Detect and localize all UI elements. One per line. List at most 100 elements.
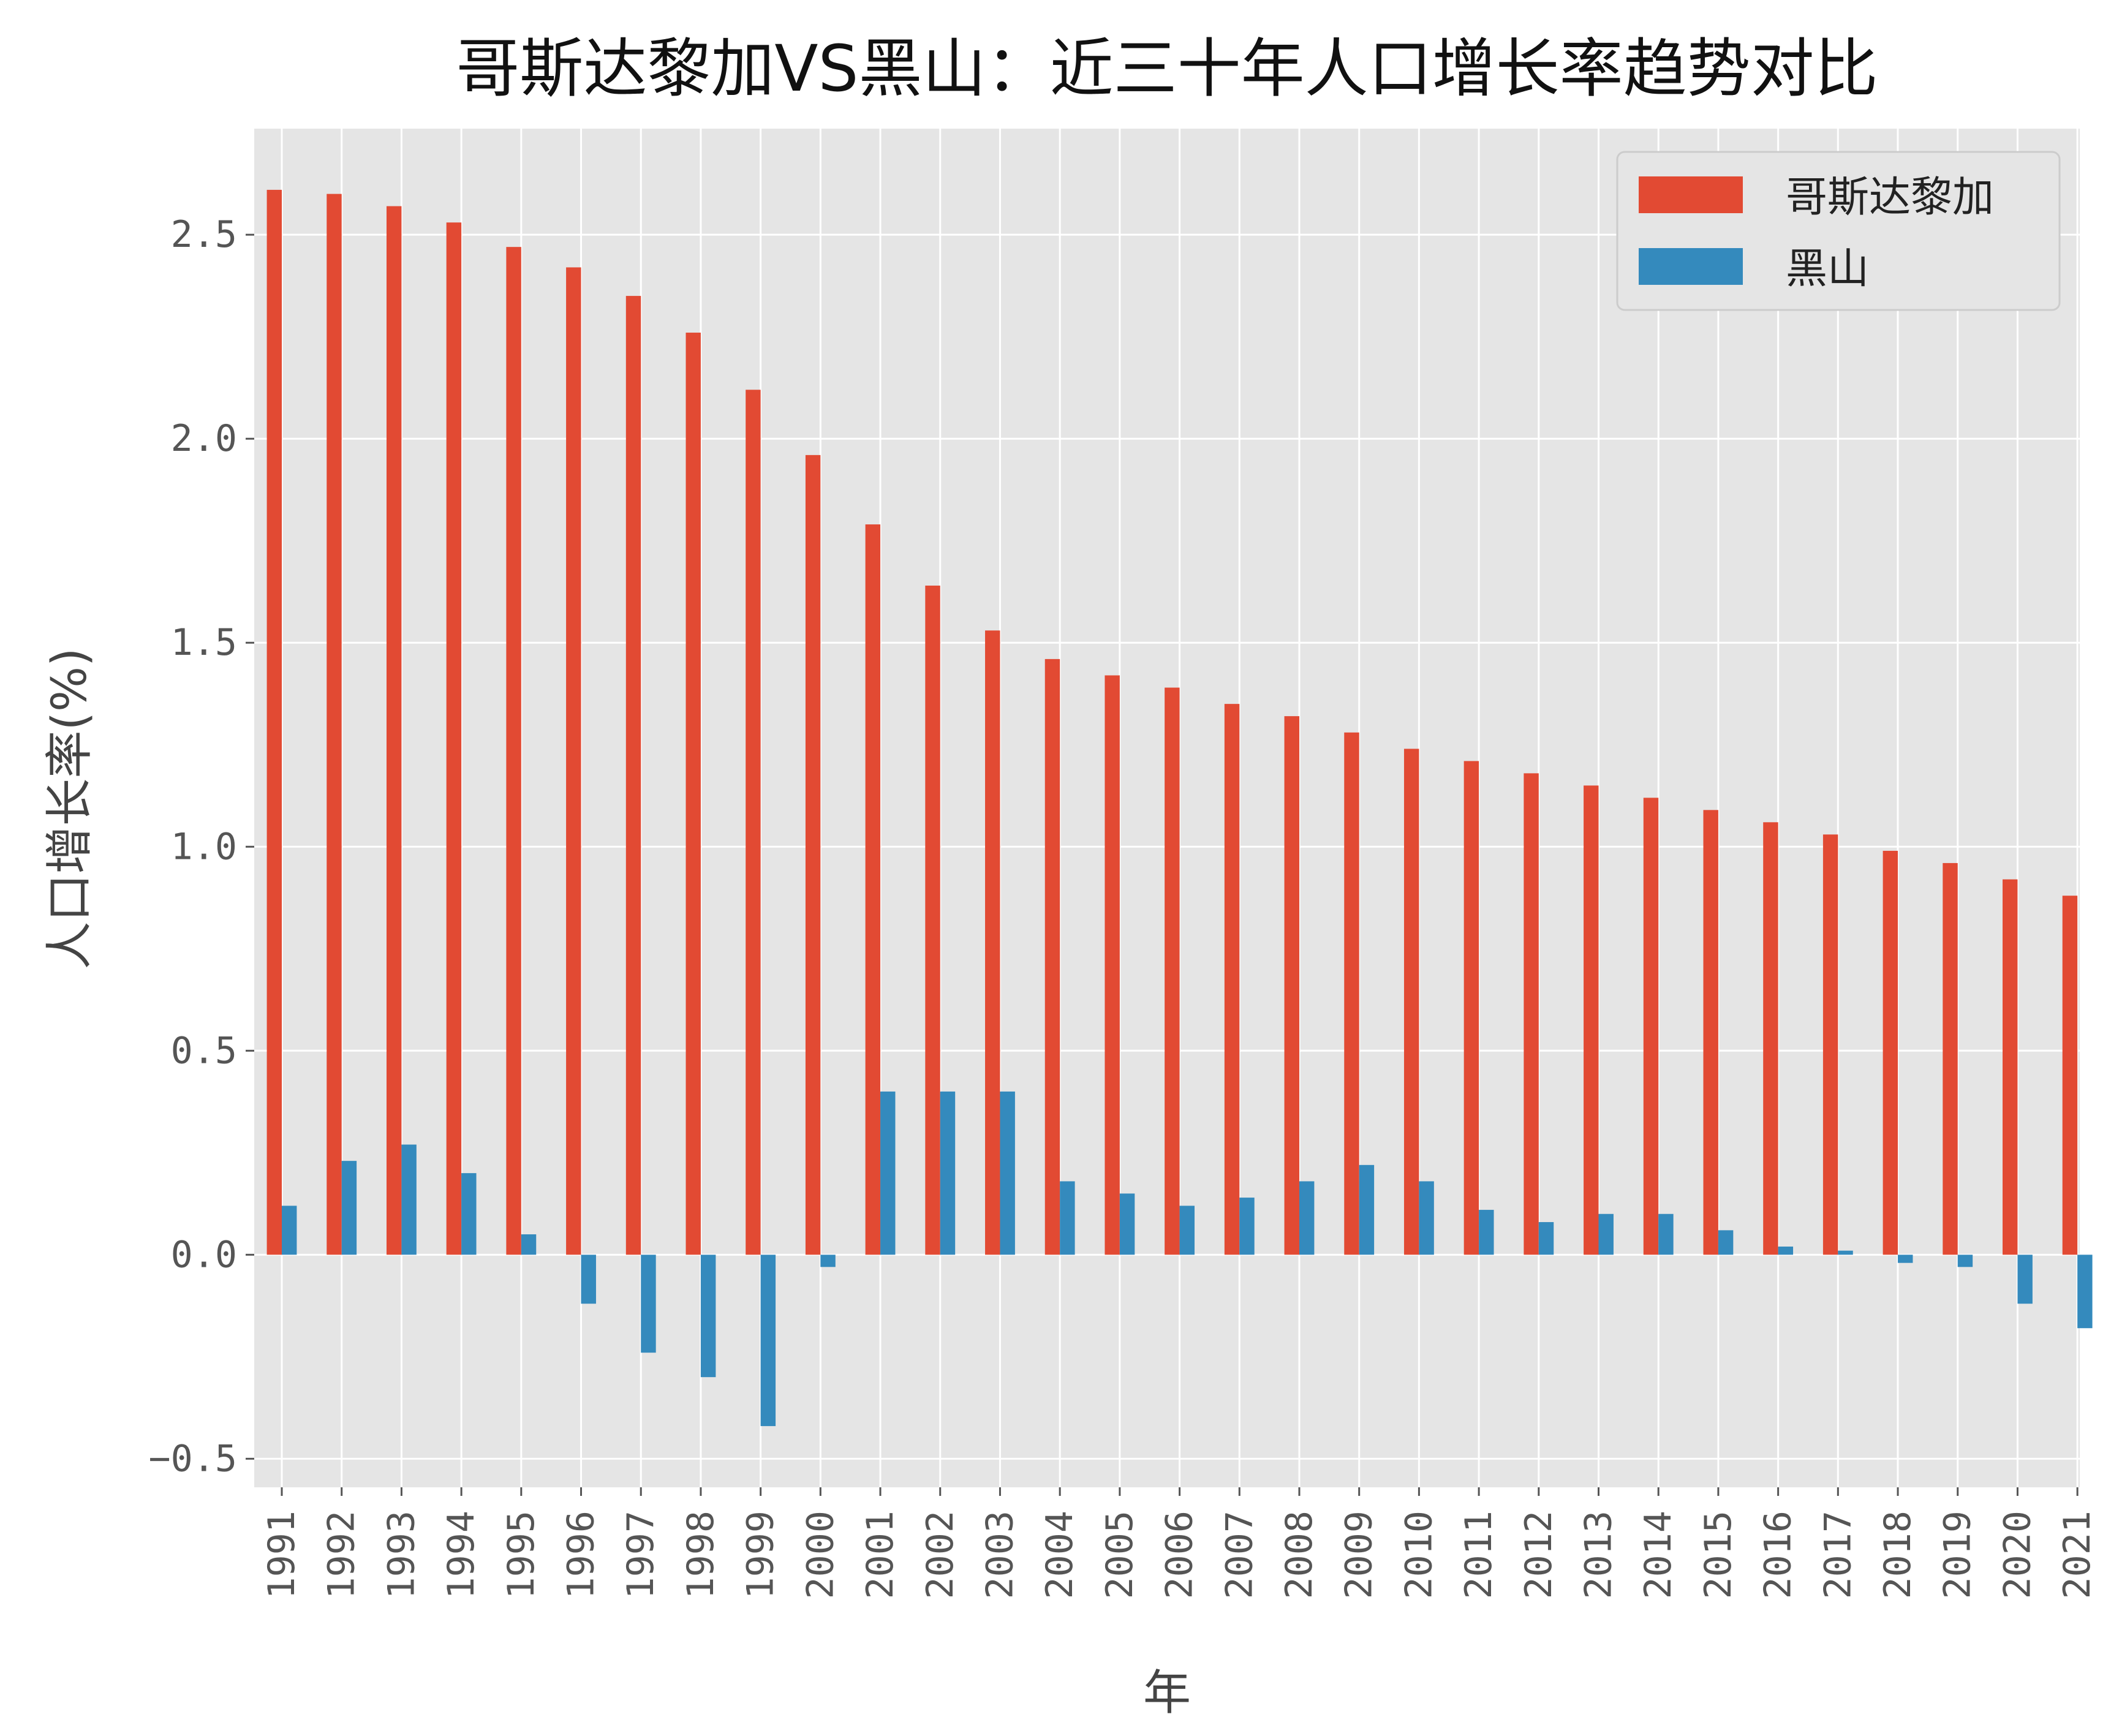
x-tick-label: 2017 [1816, 1511, 1859, 1599]
bar-costa-rica [1643, 798, 1659, 1255]
bar-costa-rica [925, 585, 940, 1255]
x-tick-label: 1997 [619, 1511, 662, 1599]
bar-montenegro [1119, 1193, 1135, 1255]
y-ticks: −0.5 0.0 0.5 1.0 1.5 2.0 2.5 [149, 213, 254, 1480]
bar-montenegro [1060, 1181, 1075, 1255]
bar-montenegro [1838, 1250, 1853, 1255]
bar-montenegro [1419, 1181, 1434, 1255]
bar-montenegro [1000, 1091, 1015, 1255]
bar-costa-rica [1883, 850, 1898, 1255]
bar-costa-rica [506, 247, 521, 1255]
y-tick-label: 2.0 [171, 417, 237, 460]
bar-montenegro [2077, 1255, 2093, 1329]
bar-costa-rica [446, 222, 462, 1255]
x-tick-label: 2007 [1218, 1511, 1261, 1599]
bar-montenegro [2017, 1255, 2033, 1304]
bar-montenegro [401, 1144, 417, 1255]
bar-costa-rica [566, 267, 581, 1255]
bar-costa-rica [1105, 675, 1120, 1255]
x-tick-label: 1996 [560, 1511, 603, 1599]
bar-montenegro [1778, 1247, 1794, 1255]
bar-montenegro [700, 1255, 716, 1378]
bar-costa-rica [1044, 659, 1060, 1255]
x-tick-label: 2000 [799, 1511, 842, 1599]
x-tick-label: 2004 [1038, 1511, 1081, 1599]
bar-montenegro [1239, 1198, 1255, 1255]
x-tick-label: 2019 [1936, 1511, 1979, 1599]
bar-costa-rica [1822, 834, 1838, 1255]
x-tick-label: 2013 [1577, 1511, 1620, 1599]
y-tick-label: −0.5 [149, 1437, 238, 1480]
x-tick-label: 2021 [2056, 1511, 2099, 1599]
x-tick-label: 2020 [1996, 1511, 2039, 1599]
legend: 哥斯达黎加 黑山 [1616, 151, 2061, 311]
x-tick-label: 2008 [1278, 1511, 1321, 1599]
bar-costa-rica [625, 296, 641, 1255]
x-tick-label: 2014 [1637, 1511, 1680, 1599]
x-tick-label: 2003 [978, 1511, 1021, 1599]
bar-costa-rica [1224, 704, 1240, 1255]
x-tick-label: 2016 [1757, 1511, 1800, 1599]
x-tick-label: 1999 [739, 1511, 782, 1599]
bar-costa-rica [327, 194, 342, 1255]
bar-montenegro [282, 1206, 297, 1255]
x-tick-label: 2005 [1098, 1511, 1141, 1599]
y-axis-label: 人口增长率(%) [42, 648, 97, 970]
bar-montenegro [760, 1255, 776, 1427]
x-tick-label: 1993 [380, 1511, 423, 1599]
bar-montenegro [581, 1255, 596, 1304]
x-tick-label: 2006 [1158, 1511, 1201, 1599]
bar-montenegro [461, 1173, 477, 1255]
y-tick-label: 0.0 [171, 1233, 237, 1276]
bar-costa-rica [386, 206, 402, 1255]
x-tick-label: 2015 [1697, 1511, 1740, 1599]
bar-costa-rica [805, 455, 821, 1255]
bar-montenegro [1538, 1222, 1554, 1255]
bar-costa-rica [1943, 862, 1958, 1255]
legend-swatch-montenegro [1639, 248, 1743, 285]
x-tick-label: 1995 [500, 1511, 543, 1599]
bar-montenegro [1179, 1206, 1195, 1255]
bar-montenegro [641, 1255, 656, 1353]
bar-montenegro [880, 1091, 896, 1255]
x-tick-label: 2002 [919, 1511, 962, 1599]
bar-costa-rica [1763, 822, 1778, 1255]
bar-costa-rica [2003, 879, 2018, 1255]
bars [266, 189, 2093, 1427]
chart-title: 哥斯达黎加VS黑山：近三十年人口增长率趋势对比 [456, 31, 1878, 106]
x-tick-label: 2018 [1876, 1511, 1919, 1599]
bar-costa-rica [865, 524, 881, 1255]
x-tick-label: 2010 [1397, 1511, 1440, 1599]
bar-montenegro [341, 1161, 357, 1255]
x-tick-label: 2001 [859, 1511, 902, 1599]
y-tick-label: 1.0 [171, 825, 237, 868]
bar-montenegro [1598, 1213, 1614, 1255]
bar-costa-rica [2062, 896, 2078, 1255]
bar-costa-rica [1584, 785, 1599, 1255]
bar-costa-rica [746, 390, 761, 1255]
bar-montenegro [1299, 1181, 1315, 1255]
bar-costa-rica [1344, 732, 1359, 1255]
legend-swatch-costa-rica [1639, 176, 1743, 213]
bar-montenegro [521, 1234, 537, 1255]
bar-montenegro [1898, 1255, 1913, 1263]
x-tick-label: 1994 [440, 1511, 483, 1599]
bar-costa-rica [685, 333, 701, 1255]
bar-montenegro [940, 1091, 956, 1255]
bar-montenegro [1718, 1230, 1734, 1255]
bar-costa-rica [1165, 687, 1180, 1255]
bar-montenegro [1957, 1255, 1973, 1267]
bar-costa-rica [266, 189, 282, 1255]
x-ticks: 1991 1992 1993 1994 1995 1996 1997 1998 1999 2000… [260, 1487, 2099, 1599]
x-tick-label: 1998 [679, 1511, 722, 1599]
bar-costa-rica [1463, 761, 1479, 1255]
bar-costa-rica [985, 630, 1000, 1255]
legend-label-montenegro: 黑山 [1786, 245, 1869, 293]
legend-label-costa-rica: 哥斯达黎加 [1786, 173, 1994, 222]
bar-costa-rica [1703, 810, 1718, 1255]
x-tick-label: 1992 [320, 1511, 363, 1599]
x-axis-label: 年 [1143, 1666, 1191, 1721]
bar-montenegro [1359, 1164, 1375, 1255]
